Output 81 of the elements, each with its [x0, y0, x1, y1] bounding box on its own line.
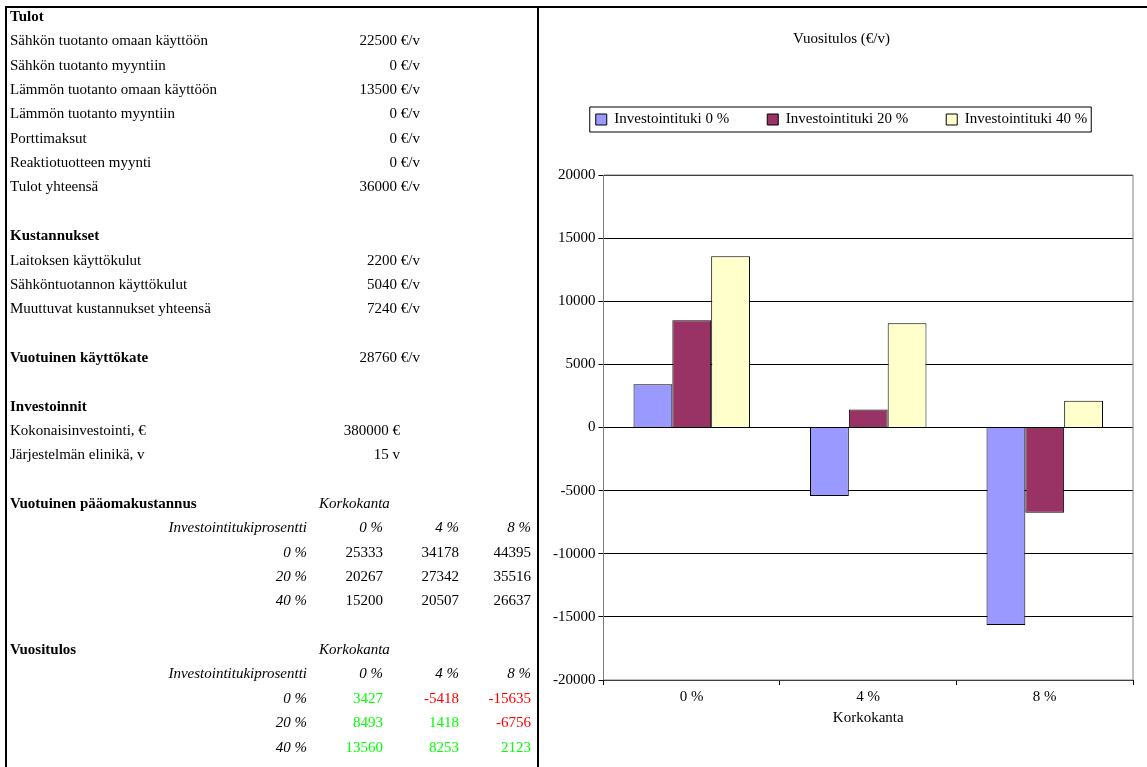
- chart-title: Vuositulos (€/v): [792, 29, 891, 47]
- text: Investoinnit: [10, 396, 87, 416]
- text: 8253: [429, 737, 459, 757]
- y-tick-label: 20000: [558, 165, 596, 182]
- text: 25333: [345, 542, 383, 562]
- text: 0 €/v: [389, 153, 420, 173]
- text: Järjestelmän elinikä, v: [10, 445, 145, 465]
- text: Vuotuinen pääomakustannus: [10, 494, 197, 513]
- text: 27342: [421, 567, 459, 587]
- text: Lämmön tuotanto myyntiin: [10, 104, 175, 124]
- text: Lämmön tuotanto omaan käyttöön: [10, 80, 218, 100]
- text: Sähkön tuotanto omaan käyttöön: [10, 31, 208, 51]
- text: 22500 €/v: [359, 31, 420, 51]
- text: Tulot: [10, 7, 44, 26]
- text: Kustannukset: [10, 226, 100, 246]
- text: 5040 €/v: [367, 274, 420, 294]
- text: Porttimaksut: [10, 128, 87, 148]
- text: Korkokanta: [319, 640, 390, 660]
- text: 20 %: [275, 567, 307, 587]
- text: 40 %: [275, 737, 307, 757]
- y-tick-label: 5000: [565, 355, 596, 372]
- text: 8 %: [507, 518, 531, 538]
- text: Tulot yhteensä: [10, 177, 99, 197]
- legend-label: Investointituki 0 %: [614, 110, 730, 127]
- y-tick-label: -20000: [553, 670, 596, 687]
- text: 8493: [353, 713, 383, 733]
- y-tick-label: -15000: [553, 607, 596, 624]
- x-axis-title: Korkokanta: [832, 708, 904, 725]
- text: 2123: [501, 737, 531, 757]
- text: Kokonaisinvestointi, €: [10, 420, 146, 440]
- text: 0 %: [359, 518, 383, 538]
- text: Laitoksen käyttökulut: [10, 250, 142, 270]
- text: 4 %: [435, 518, 459, 538]
- text: 26637: [493, 591, 531, 611]
- text: 7240 €/v: [367, 299, 420, 319]
- text: 35516: [493, 567, 531, 587]
- text: 28760 €/v: [359, 347, 420, 367]
- y-tick-label: 15000: [558, 229, 596, 246]
- text: Vuositulos: [10, 640, 77, 660]
- text: 44395: [493, 542, 531, 562]
- text: Investointitukiprosentti: [168, 518, 307, 538]
- y-tick-label: 0: [588, 418, 596, 435]
- text: 40 %: [275, 591, 307, 611]
- text: -5418: [424, 688, 459, 708]
- text: 36000 €/v: [359, 177, 420, 197]
- text: Vuotuinen käyttökate: [10, 347, 149, 367]
- x-tick-label: 8 %: [1032, 687, 1057, 704]
- legend-label: Investointituki 40 %: [964, 110, 1088, 127]
- text: 0 €/v: [389, 104, 420, 124]
- text: 2200 €/v: [367, 250, 420, 270]
- text: Muuttuvat kustannukset yhteensä: [10, 299, 211, 319]
- y-tick-label: 10000: [558, 292, 596, 309]
- text: 0 %: [283, 542, 307, 562]
- text: 15 v: [373, 445, 400, 465]
- text: 20 %: [275, 713, 307, 733]
- text: Sähkön tuotanto myyntiin: [10, 55, 166, 75]
- text: 0 €/v: [389, 128, 420, 148]
- text: 380000 €: [343, 420, 400, 440]
- text: 8 %: [507, 664, 531, 684]
- text: Reaktiotuotteen myynti: [10, 153, 152, 173]
- text: 0 %: [359, 664, 383, 684]
- text: 20507: [421, 591, 459, 611]
- text: 13500 €/v: [359, 80, 420, 100]
- text: 4 %: [435, 664, 459, 684]
- text: 20267: [345, 567, 383, 587]
- text: 13560: [345, 737, 383, 757]
- text: -15635: [488, 688, 531, 708]
- text: 15200: [345, 591, 383, 611]
- text: 34178: [421, 542, 459, 562]
- text: -6756: [496, 713, 531, 733]
- text: Investointitukiprosentti: [168, 664, 307, 684]
- text: 1418: [429, 713, 459, 733]
- text: 0 €/v: [389, 55, 420, 75]
- legend-label: Investointituki 20 %: [785, 110, 909, 127]
- y-tick-label: -5000: [560, 481, 596, 498]
- x-tick-label: 4 %: [856, 687, 881, 704]
- x-tick-label: 0 %: [679, 687, 704, 704]
- text: 3427: [353, 688, 383, 708]
- text: Sähköntuotannon käyttökulut: [10, 274, 188, 294]
- text: Korkokanta: [319, 494, 390, 513]
- y-tick-label: -10000: [553, 544, 596, 561]
